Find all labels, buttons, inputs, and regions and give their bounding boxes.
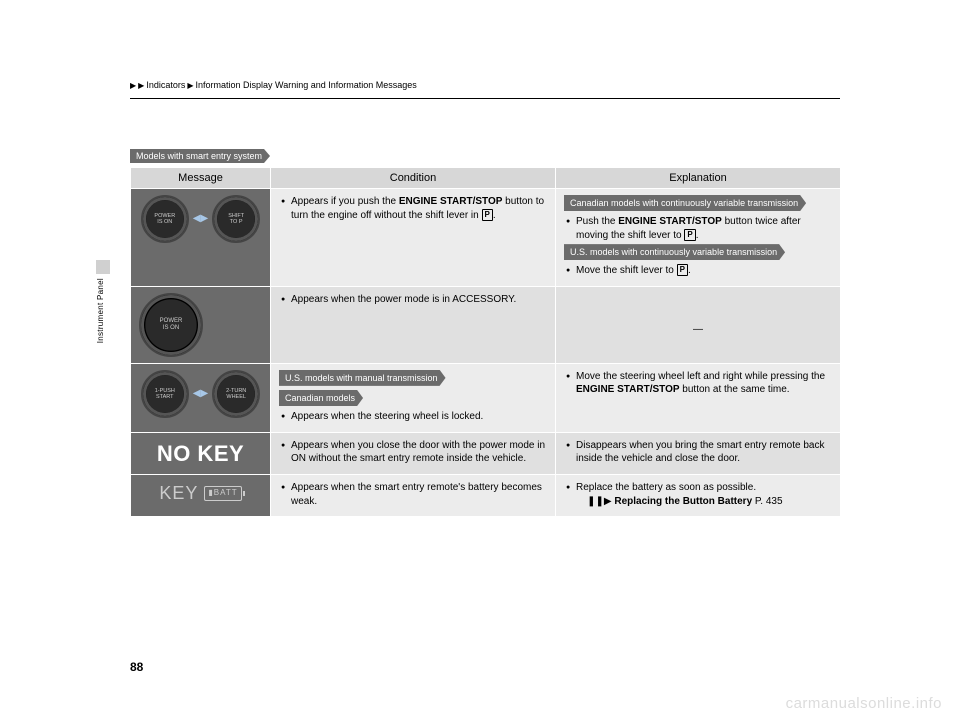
explanation-cell: Move the steering wheel left and right w… — [556, 363, 841, 432]
text: button at the same time. — [680, 384, 790, 395]
page-content: ▶▶ Indicators ▶ Information Display Warn… — [130, 80, 840, 517]
bold-text: ENGINE START/STOP — [618, 216, 722, 227]
breadcrumb-part: Indicators — [146, 80, 185, 90]
gauge-left: POWERIS ON — [141, 195, 189, 243]
side-tab: Instrument Panel — [96, 260, 110, 360]
horizontal-rule — [130, 98, 840, 99]
message-cell: NO KEY — [131, 432, 271, 475]
explanation-item: Move the steering wheel left and right w… — [564, 370, 832, 397]
bold-text: ENGINE START/STOP — [399, 196, 503, 207]
arrows-icon: ◀▶ — [193, 212, 208, 226]
nokey-icon: NO KEY — [157, 441, 244, 466]
triangle-icon: ▶ — [130, 81, 136, 90]
battery-icon: ▮BATT — [204, 486, 241, 501]
batt-label: BATT — [214, 488, 238, 499]
table-header-row: Message Condition Explanation — [131, 168, 841, 189]
model-tag: Canadian models with continuously variab… — [564, 195, 806, 211]
table-row: POWERIS ON Appears when the power mode i… — [131, 286, 841, 363]
gauge-left: 1-PUSHSTART — [141, 370, 189, 418]
key-label: KEY — [159, 481, 198, 505]
reference-label: Replacing the Button Battery — [614, 496, 752, 507]
reference-page: P. 435 — [755, 496, 783, 507]
triangle-icon: ▶ — [187, 81, 193, 90]
table-row: NO KEY Appears when you close the door w… — [131, 432, 841, 475]
key-batt-icon: KEY ▮BATT — [159, 481, 241, 505]
header-condition: Condition — [271, 168, 556, 189]
text: Move the shift lever to — [576, 265, 677, 276]
text: Move the steering wheel left and right w… — [576, 371, 825, 382]
model-tag: U.S. models with manual transmission — [279, 370, 446, 386]
condition-cell: Appears if you push the ENGINE START/STO… — [271, 189, 556, 287]
gauge-pair-icon: POWERIS ON ◀▶ SHIFTTO P — [139, 195, 262, 243]
explanation-item: Move the shift lever to P. — [564, 264, 832, 278]
table-row: POWERIS ON ◀▶ SHIFTTO P Appears if you p… — [131, 189, 841, 287]
gauge-single-icon: POWERIS ON — [139, 293, 203, 357]
watermark: carmanualsonline.info — [786, 695, 942, 712]
condition-cell: Appears when the power mode is in ACCESS… — [271, 286, 556, 363]
arrows-icon: ◀▶ — [193, 387, 208, 401]
gauge-right: 2-TURNWHEEL — [212, 370, 260, 418]
side-section-label: Instrument Panel — [96, 278, 105, 343]
breadcrumb: ▶▶ Indicators ▶ Information Display Warn… — [130, 80, 840, 90]
text: Push the — [576, 216, 618, 227]
model-tag: Canadian models — [279, 390, 363, 406]
explanation-cell: Disappears when you bring the smart entr… — [556, 432, 841, 475]
condition-item: Appears when the power mode is in ACCESS… — [279, 293, 547, 307]
table-row: KEY ▮BATT Appears when the smart entry r… — [131, 475, 841, 517]
page-number: 88 — [130, 660, 143, 674]
explanation-item: Replace the battery as soon as possible.… — [564, 481, 832, 508]
gear-p-icon: P — [677, 264, 688, 276]
header-explanation: Explanation — [556, 168, 841, 189]
gear-p-icon: P — [482, 209, 493, 221]
condition-item: Appears when you close the door with the… — [279, 439, 547, 466]
condition-item: Appears if you push the ENGINE START/STO… — [279, 195, 547, 222]
text: . — [696, 230, 699, 241]
header-message: Message — [131, 168, 271, 189]
message-cell: POWERIS ON — [131, 286, 271, 363]
bold-text: ENGINE START/STOP — [576, 384, 680, 395]
explanation-cell: Replace the battery as soon as possible.… — [556, 475, 841, 517]
side-marker — [96, 260, 110, 274]
condition-item: Appears when the steering wheel is locke… — [279, 410, 547, 424]
message-cell: KEY ▮BATT — [131, 475, 271, 517]
messages-table: Message Condition Explanation POWERIS ON… — [130, 167, 841, 517]
triangle-icon: ▶ — [138, 81, 144, 90]
reference-arrow-icon: ❚❚▶ — [576, 496, 614, 507]
explanation-item: Push the ENGINE START/STOP button twice … — [564, 215, 832, 242]
condition-item: Appears when the smart entry remote's ba… — [279, 481, 547, 508]
text: . — [688, 265, 691, 276]
message-cell: 1-PUSHSTART ◀▶ 2-TURNWHEEL — [131, 363, 271, 432]
explanation-cell: — — [556, 286, 841, 363]
gear-p-icon: P — [684, 229, 695, 241]
condition-cell: Appears when you close the door with the… — [271, 432, 556, 475]
condition-cell: Appears when the smart entry remote's ba… — [271, 475, 556, 517]
gauge-pair-icon: 1-PUSHSTART ◀▶ 2-TURNWHEEL — [139, 370, 262, 418]
explanation-cell: Canadian models with continuously variab… — [556, 189, 841, 287]
text: Replace the battery as soon as possible. — [576, 482, 756, 493]
text: Appears if you push the — [291, 196, 399, 207]
gauge-right: SHIFTTO P — [212, 195, 260, 243]
model-tag: U.S. models with continuously variable t… — [564, 244, 785, 260]
text: . — [493, 210, 496, 221]
condition-cell: U.S. models with manual transmission Can… — [271, 363, 556, 432]
message-cell: POWERIS ON ◀▶ SHIFTTO P — [131, 189, 271, 287]
breadcrumb-part: Information Display Warning and Informat… — [196, 80, 417, 90]
model-tag: Models with smart entry system — [130, 149, 270, 163]
explanation-item: Disappears when you bring the smart entr… — [564, 439, 832, 466]
table-row: 1-PUSHSTART ◀▶ 2-TURNWHEEL U.S. models w… — [131, 363, 841, 432]
